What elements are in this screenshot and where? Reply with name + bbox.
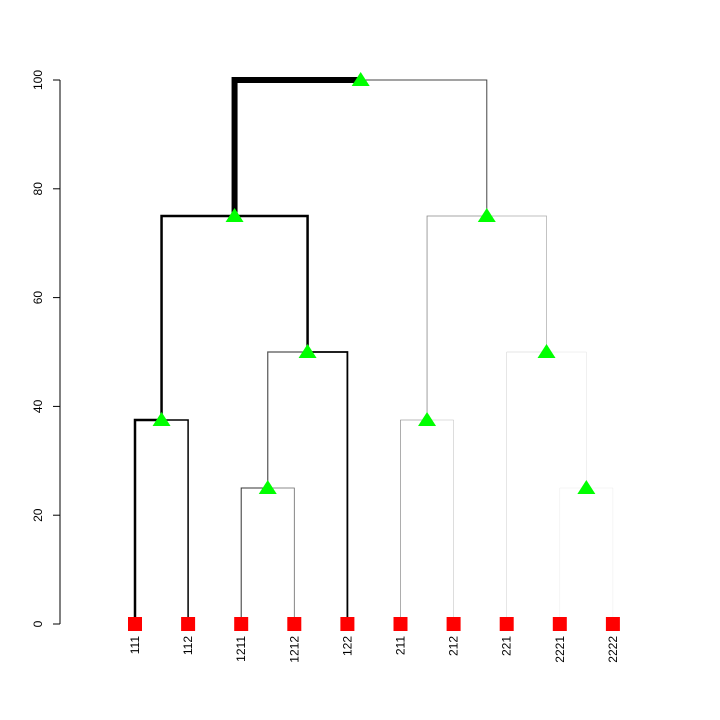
edge-2221 <box>559 487 587 625</box>
leaf-label-111: 111 <box>128 636 142 655</box>
leaf-label-122: 122 <box>340 636 354 656</box>
leaf-marker-112 <box>181 617 196 631</box>
edge-n22 <box>486 215 547 353</box>
leaf-label-1211: 1211 <box>234 636 248 662</box>
node-marker-n2 <box>477 208 496 222</box>
leaf-label-2221: 2221 <box>553 636 567 663</box>
node-marker-n12 <box>298 344 317 358</box>
edge-221 <box>506 351 547 625</box>
leaf-marker-1211 <box>234 617 249 631</box>
edge-n2 <box>360 79 488 217</box>
leaf-marker-211 <box>393 617 408 631</box>
node-marker-n121 <box>258 480 277 494</box>
node-marker-root <box>351 72 370 86</box>
leaf-label-1212: 1212 <box>287 636 301 663</box>
edge-122 <box>306 351 349 625</box>
node-marker-n1 <box>225 208 244 222</box>
node-marker-n11 <box>152 412 171 426</box>
dendrogram-markers <box>128 72 620 631</box>
leaf-label-211: 211 <box>394 636 408 655</box>
leaf-marker-1212 <box>287 617 302 631</box>
y-tick-label: 100 <box>31 70 45 90</box>
node-marker-n21 <box>418 412 437 426</box>
y-tick-label: 60 <box>31 291 45 305</box>
edge-n21 <box>426 215 488 421</box>
y-tick-label: 80 <box>31 182 45 196</box>
leaf-marker-2221 <box>552 617 567 631</box>
node-marker-n222 <box>577 480 596 494</box>
edge-112 <box>160 419 189 625</box>
edge-n12 <box>233 214 309 354</box>
edge-111 <box>133 418 163 626</box>
leaf-label-112: 112 <box>181 636 195 655</box>
edge-212 <box>426 419 454 625</box>
leaf-marker-221 <box>499 617 514 631</box>
y-axis: 0 20 40 60 80 100 <box>31 70 61 627</box>
leaf-marker-212 <box>446 617 461 631</box>
edge-211 <box>400 419 428 625</box>
node-marker-n22 <box>537 344 556 358</box>
edge-2222 <box>586 487 614 625</box>
y-tick-label: 20 <box>31 508 45 522</box>
edge-n121 <box>267 351 309 489</box>
edge-1212 <box>267 487 295 625</box>
leaf-marker-111 <box>128 617 142 631</box>
leaf-labels: 111 112 1211 1212 122 211 212 221 2221 2222 <box>128 636 620 663</box>
edge-n11 <box>160 214 236 422</box>
y-tick-label: 0 <box>31 620 45 627</box>
leaf-label-212: 212 <box>447 636 461 656</box>
leaf-label-2222: 2222 <box>606 636 620 663</box>
y-tick-label: 40 <box>31 399 45 413</box>
leaf-marker-122 <box>340 617 355 631</box>
edge-n222 <box>546 351 587 489</box>
dendrogram-edges <box>133 77 614 626</box>
edge-1211 <box>240 487 269 625</box>
edge-n1 <box>231 77 364 219</box>
leaf-marker-2222 <box>605 617 620 631</box>
leaf-label-221: 221 <box>500 636 514 656</box>
